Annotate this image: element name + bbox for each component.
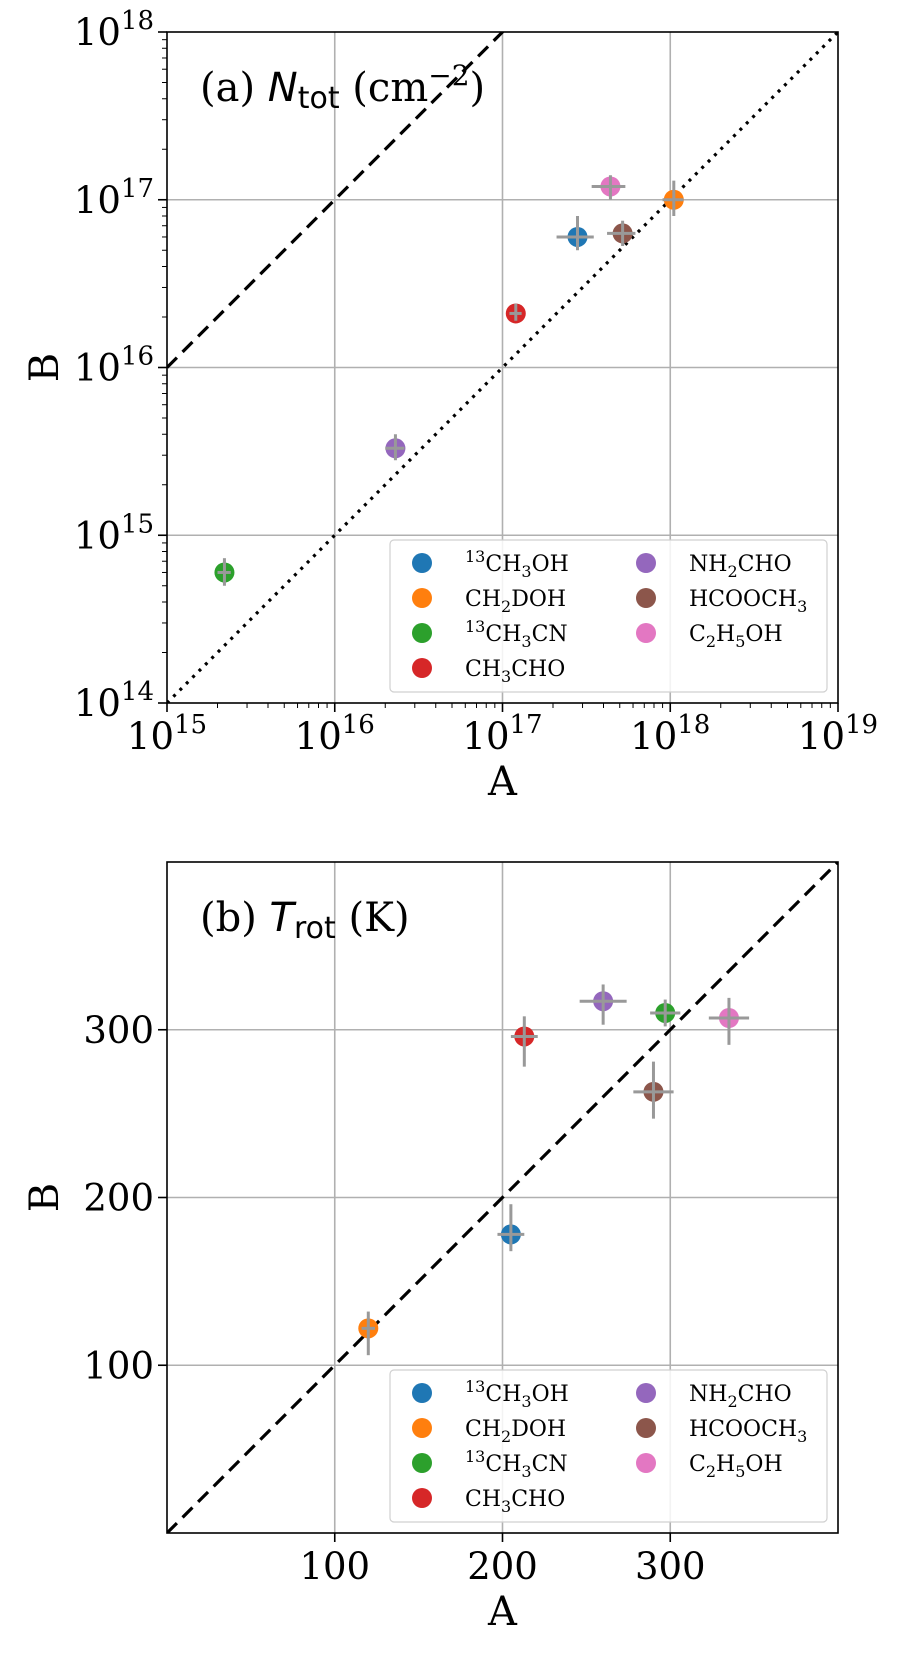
- panel-title: (b) Trot (K): [200, 895, 410, 946]
- legend-marker: [636, 1453, 656, 1473]
- legend-item-13CH3OH: 13CH3OH: [412, 1377, 569, 1411]
- panel-b-linear-scatter: 100 200 300 100 200 300 A B (b) Trot (K) 13CH3OH C…: [22, 861, 839, 1635]
- legend-marker: [636, 1383, 656, 1403]
- y-tick-label: 1014: [74, 677, 154, 725]
- x-tick-label: 1017: [462, 710, 542, 758]
- legend-frame: [389, 539, 828, 693]
- legend-item-HCOOCH3: HCOOCH3: [636, 1417, 807, 1446]
- legend-marker: [412, 623, 432, 643]
- legend-item-13CH3OH: 13CH3OH: [412, 547, 569, 581]
- x-tick-label: 200: [467, 1545, 538, 1588]
- legend-marker: [412, 1488, 432, 1508]
- x-tick-labels: 1015 1016 1017 1018 1019: [127, 703, 878, 758]
- legend-item-C2H5OH: C2H5OH: [636, 622, 783, 651]
- legend-label: C2H5OH: [689, 622, 783, 651]
- legend-label: CH3CHO: [465, 1487, 565, 1516]
- legend-marker: [636, 623, 656, 643]
- panel-title: (a) Ntot (cm−2): [200, 59, 485, 116]
- x-tick-label: 1015: [127, 710, 207, 758]
- data-points: [214, 175, 684, 586]
- legend-label: NH2CHO: [689, 552, 792, 581]
- y-tick-labels: 100 200 300: [83, 1009, 167, 1387]
- legend-label: CH2DOH: [465, 587, 566, 616]
- y-axis-label: B: [22, 1183, 68, 1212]
- legend-item-CH2DOH: CH2DOH: [412, 587, 566, 616]
- legend-label: CH3CHO: [465, 657, 565, 686]
- y-tick-label: 200: [83, 1177, 154, 1220]
- legend-item-13CH3CN: 13CH3CN: [412, 617, 568, 651]
- x-axis-label: A: [487, 759, 518, 805]
- x-tick-label: 1018: [630, 710, 710, 758]
- legend-label: 13CH3OH: [465, 1377, 569, 1411]
- panel-a-log-scatter: 1015 1016 1017 1018 101910141015101610171018…: [22, 6, 878, 805]
- legend-item-13CH3CN: 13CH3CN: [412, 1447, 568, 1481]
- y-tick-label: 300: [83, 1009, 154, 1052]
- legend-marker: [636, 1418, 656, 1438]
- legend-label: HCOOCH3: [689, 1417, 807, 1446]
- y-tick-label: 100: [83, 1344, 154, 1387]
- x-tick-label: 1016: [295, 710, 375, 758]
- legend-marker: [412, 553, 432, 573]
- legend-item-C2H5OH: C2H5OH: [636, 1452, 783, 1481]
- y-axis-label: B: [22, 353, 68, 382]
- x-tick-label: 1019: [798, 710, 878, 758]
- legend-label: NH2CHO: [689, 1382, 792, 1411]
- y-tick-label: 1016: [74, 342, 154, 390]
- legend-item-CH2DOH: CH2DOH: [412, 1417, 566, 1446]
- legend-label: C2H5OH: [689, 1452, 783, 1481]
- legend-marker: [412, 1383, 432, 1403]
- legend-item-HCOOCH3: HCOOCH3: [636, 587, 807, 616]
- legend-item-CH3CHO: CH3CHO: [412, 657, 565, 686]
- x-tick-label: 300: [635, 1545, 706, 1588]
- legend-item-NH2CHO: NH2CHO: [636, 1382, 792, 1411]
- legend-marker: [412, 1453, 432, 1473]
- legend-marker: [636, 553, 656, 573]
- legend-marker: [412, 658, 432, 678]
- y-tick-label: 1017: [74, 174, 154, 222]
- legend-item-NH2CHO: NH2CHO: [636, 552, 792, 581]
- legend-marker: [636, 588, 656, 608]
- dashed-reference-line: [167, 862, 838, 1533]
- legend-label: 13CH3OH: [465, 547, 569, 581]
- legend-label: 13CH3CN: [465, 617, 568, 651]
- legend-marker: [412, 1418, 432, 1438]
- legend-label: CH2DOH: [465, 1417, 566, 1446]
- x-tick-labels: 100 200 300: [299, 1533, 706, 1588]
- legend-frame: [389, 1369, 828, 1523]
- grid-lines: [167, 32, 838, 703]
- x-tick-label: 100: [299, 1545, 370, 1588]
- legend-marker: [412, 588, 432, 608]
- legend-label: HCOOCH3: [689, 587, 807, 616]
- y-tick-labels: 1014 1015 1016 1017 1018: [74, 6, 167, 725]
- dashed-reference-line: [167, 32, 505, 369]
- y-tick-label: 1018: [74, 6, 154, 54]
- legend-item-CH3CHO: CH3CHO: [412, 1487, 565, 1516]
- data-points: [358, 984, 750, 1356]
- minor-ticks: [162, 39, 831, 708]
- x-axis-label: A: [487, 1589, 518, 1635]
- legend-label: 13CH3CN: [465, 1447, 568, 1481]
- y-tick-label: 1015: [74, 509, 154, 557]
